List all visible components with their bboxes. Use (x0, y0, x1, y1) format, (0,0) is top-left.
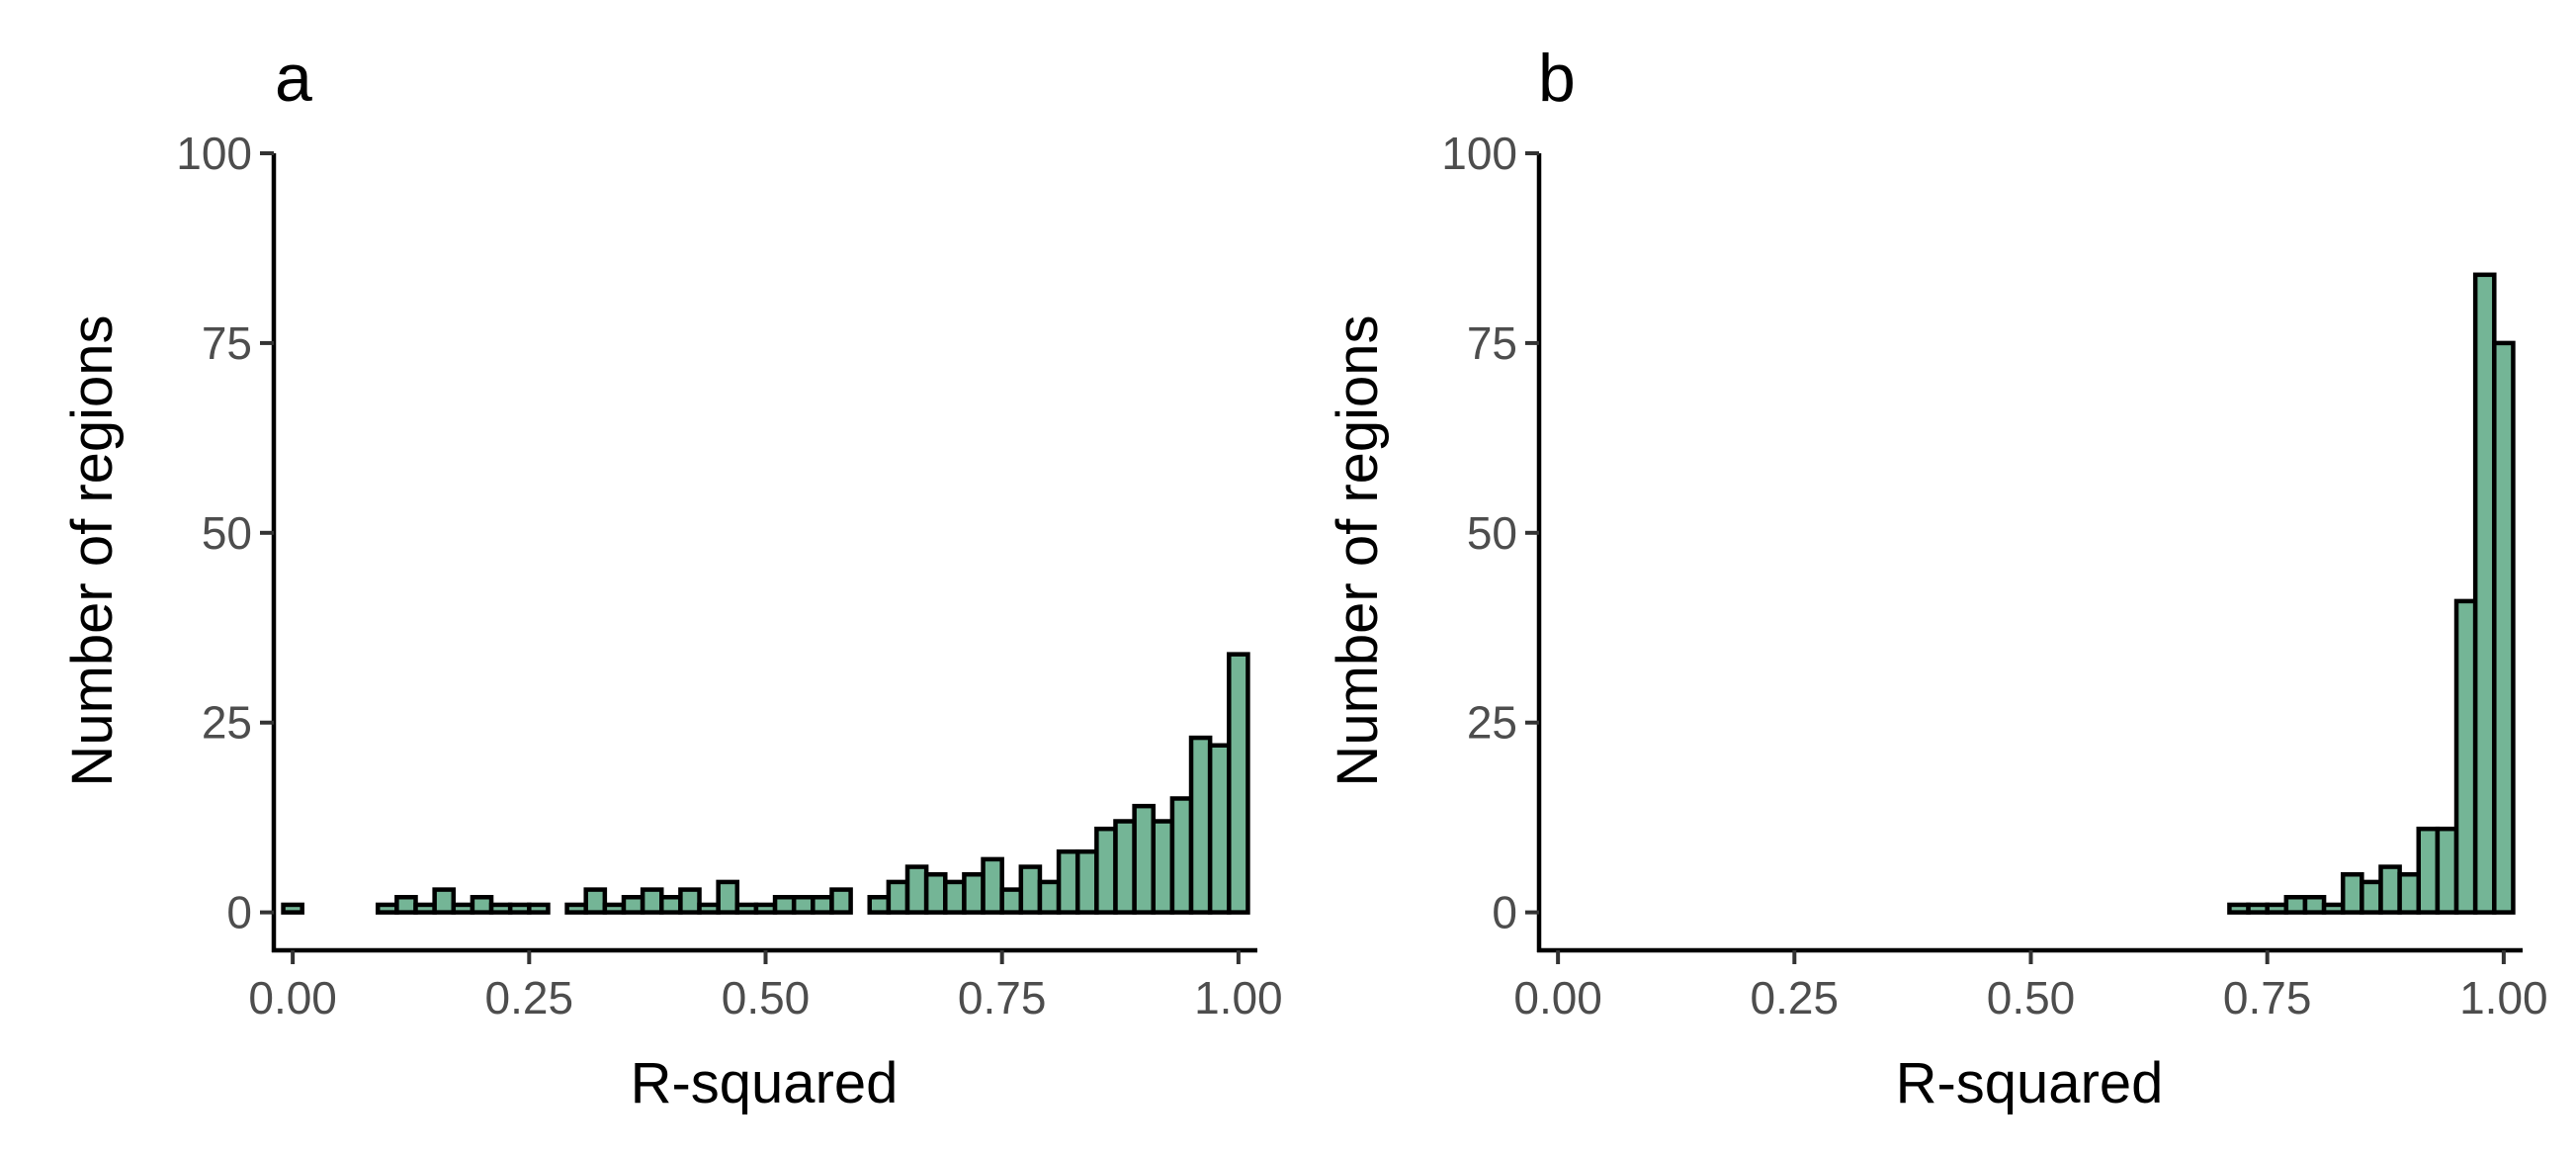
histogram-bar (394, 895, 418, 915)
y-tick-label: 25 (202, 697, 252, 749)
histogram-bar (281, 902, 304, 915)
histogram-bar (1018, 864, 1043, 915)
histogram-bar (2453, 598, 2478, 915)
x-tick-label: 0.75 (958, 972, 1047, 1024)
y-tick-label: 100 (176, 128, 252, 179)
x-ticks-a: 0.00 0.25 0.50 0.75 1.00 (248, 950, 1283, 1024)
histogram-bar (527, 902, 551, 915)
histogram-bar (2492, 340, 2516, 915)
histogram-bar (2416, 826, 2441, 915)
x-tick-label: 0.00 (248, 972, 337, 1024)
histogram-bar (451, 902, 475, 915)
y-ticks-a: 0 25 50 75 100 (176, 128, 274, 938)
histogram-bar (1207, 743, 1232, 915)
histogram-bar (2227, 902, 2251, 915)
histogram-bar (2397, 871, 2422, 915)
histogram-bar (2472, 272, 2497, 915)
y-tick-label: 0 (1492, 887, 1517, 938)
histogram-bar (621, 895, 645, 915)
histogram-bar (1188, 735, 1213, 915)
y-axis-title-a: Number of regions (60, 314, 125, 786)
histogram-bar (923, 871, 948, 915)
histogram-bar (2435, 826, 2459, 915)
histogram-bar (734, 902, 759, 915)
histogram-bar (981, 856, 1004, 915)
y-ticks-b: 0 25 50 75 100 (1441, 128, 1539, 938)
histogram-bar (829, 887, 853, 915)
x-tick-label: 0.75 (2223, 972, 2312, 1024)
x-ticks-b: 0.00 0.25 0.50 0.75 1.00 (1513, 950, 2548, 1024)
histogram-bar (753, 902, 778, 915)
histogram-bar (791, 895, 816, 915)
histogram-bar (1056, 848, 1080, 915)
histogram-bar (943, 879, 967, 915)
histogram-bar (772, 895, 797, 915)
histogram-bar (1094, 826, 1118, 915)
histogram-bar (962, 871, 986, 915)
histogram-bar (1113, 819, 1137, 915)
histogram-bar (904, 864, 929, 915)
x-axis-title-a: R-squared (631, 1051, 899, 1115)
histogram-bar (2283, 895, 2308, 915)
histogram-bar (1151, 819, 1175, 915)
histogram-bar (2321, 902, 2346, 915)
histogram-bar (867, 895, 892, 915)
histogram-bar (583, 887, 608, 915)
histogram-bar (1074, 848, 1099, 915)
histogram-bar (2246, 902, 2270, 915)
x-tick-label: 0.50 (1987, 972, 2076, 1024)
panel-b: b 0 25 50 75 100 0.00 0.25 0.50 0.75 1.00 R-squa… (1326, 41, 2548, 1115)
histogram-bar (678, 887, 702, 915)
panel-a: a 0 25 50 75 100 0.00 0.25 0.50 0.75 1.00 R-squa… (60, 41, 1283, 1115)
histogram-bar (697, 902, 721, 915)
x-tick-label: 0.50 (722, 972, 811, 1024)
histogram-bar (2265, 902, 2289, 915)
y-axis-title-b: Number of regions (1326, 314, 1390, 786)
y-tick-label: 25 (1467, 697, 1517, 749)
histogram-bar (659, 895, 683, 915)
y-tick-label: 75 (202, 317, 252, 369)
y-tick-label: 100 (1441, 128, 1517, 179)
histogram-bar (1132, 803, 1157, 915)
histogram-bar (413, 902, 437, 915)
histogram-bar (640, 887, 664, 915)
histogram-bar (375, 902, 399, 915)
histogram-bar (564, 902, 588, 915)
y-tick-label: 0 (226, 887, 252, 938)
histogram-bar (2360, 879, 2383, 915)
histogram-bars-a (281, 652, 1250, 915)
y-tick-label: 50 (202, 507, 252, 559)
histogram-bar (811, 895, 834, 915)
histogram-bar (1037, 879, 1062, 915)
x-tick-label: 0.25 (485, 972, 574, 1024)
histogram-bar (1227, 652, 1250, 915)
histogram-bar (886, 879, 910, 915)
histogram-bar (716, 879, 740, 915)
x-tick-label: 0.00 (1513, 972, 1602, 1024)
histogram-bars-b (2227, 272, 2516, 915)
histogram-bar (999, 887, 1024, 915)
histogram-bar (470, 895, 494, 915)
histogram-bar (432, 887, 457, 915)
panel-label-b: b (1538, 41, 1576, 116)
panel-label-a: a (275, 41, 312, 116)
histogram-bar (2340, 871, 2364, 915)
histogram-bar (507, 902, 532, 915)
histogram-bar (1169, 796, 1194, 915)
x-tick-label: 1.00 (2459, 972, 2548, 1024)
histogram-bar (602, 902, 627, 915)
x-tick-label: 1.00 (1194, 972, 1283, 1024)
x-tick-label: 0.25 (1751, 972, 1840, 1024)
x-axis-title-b: R-squared (1896, 1051, 2164, 1115)
histogram-bar (2302, 895, 2327, 915)
y-tick-label: 50 (1467, 507, 1517, 559)
histogram-bar (2378, 864, 2402, 915)
y-tick-label: 75 (1467, 317, 1517, 369)
histogram-bar (488, 902, 513, 915)
